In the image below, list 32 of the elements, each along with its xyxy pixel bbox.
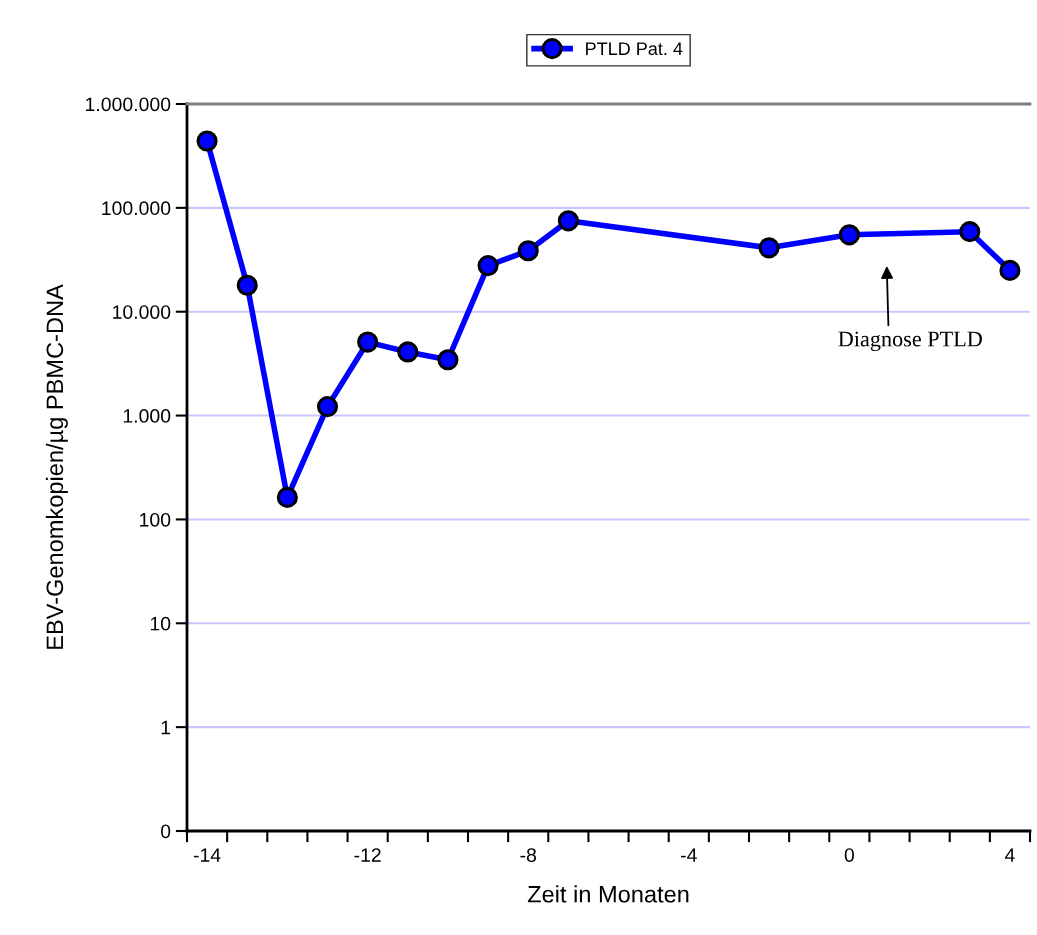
y-tick-label: 10.000 xyxy=(113,305,171,319)
y-tick-label: 10 xyxy=(150,616,171,631)
y-tick-label: 1.000 xyxy=(123,409,171,423)
x-tick-label: -8 xyxy=(520,848,537,862)
x-tick-label: -4 xyxy=(681,848,697,862)
legend-label: PTLD Pat. 4 xyxy=(586,42,683,56)
x-tick-label: 0 xyxy=(844,848,854,862)
point xyxy=(397,341,419,363)
y-tick-label: 100.000 xyxy=(102,201,171,216)
point xyxy=(196,130,218,152)
point xyxy=(236,274,258,296)
x-tick-label: -12 xyxy=(354,848,381,862)
point xyxy=(517,240,539,262)
annotation: Diagnose PTLD xyxy=(838,331,982,352)
x-tick-label: -14 xyxy=(193,848,221,862)
point xyxy=(999,259,1021,281)
point xyxy=(557,210,579,232)
y-axis-title: EBV-Genomkopien/µg PBMC-DNA xyxy=(45,284,68,649)
point xyxy=(437,349,459,371)
x-tick-label: 4 xyxy=(1004,848,1015,862)
y-tick-label: 1.000.000 xyxy=(86,97,171,112)
point xyxy=(758,237,780,259)
point xyxy=(276,486,298,508)
point xyxy=(357,331,379,353)
point xyxy=(477,255,499,277)
y-tick-label: 100 xyxy=(140,512,171,527)
y-tick-label: 1 xyxy=(161,720,171,735)
point xyxy=(838,224,860,246)
x-axis-title: Zeit in Monaten xyxy=(527,885,689,903)
y-tick-label: 0 xyxy=(160,824,171,839)
point xyxy=(316,396,339,418)
point xyxy=(959,221,981,243)
